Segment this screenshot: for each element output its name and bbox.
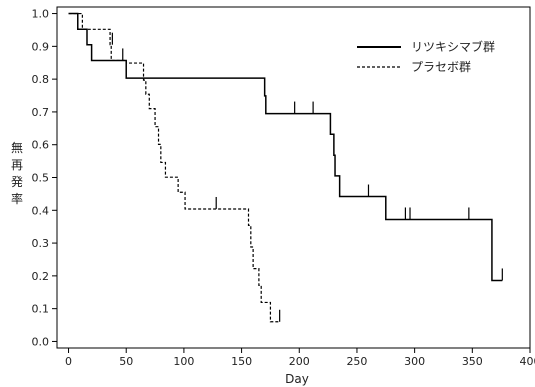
rituximab-survival-line	[68, 12, 503, 282]
x-tick-label: 200	[289, 355, 310, 368]
y-tick-label: 0.1	[32, 303, 50, 316]
y-axis-label: 無再発率	[11, 140, 23, 206]
x-tick-label: 300	[404, 355, 425, 368]
y-tick-label: 0.8	[32, 73, 50, 86]
y-tick-label: 0.9	[32, 40, 50, 53]
y-tick-label: 0.0	[32, 335, 50, 348]
y-tick-label: 1.0	[32, 8, 50, 21]
x-axis: 0 50 100 150 200 250 300 350 400	[65, 348, 535, 368]
x-tick-label: 400	[520, 355, 535, 368]
x-tick-label: 0	[65, 355, 72, 368]
y-tick-label: 0.4	[32, 204, 50, 217]
y-axis-label-char: 率	[11, 191, 23, 206]
legend: リツキシマブ群 プラセボ群	[357, 39, 495, 74]
legend-label-placebo: プラセボ群	[411, 60, 471, 74]
x-tick-label: 350	[462, 355, 483, 368]
x-tick-label: 250	[346, 355, 367, 368]
legend-label-rituximab: リツキシマブ群	[411, 39, 495, 54]
y-tick-label: 0.2	[32, 270, 50, 283]
x-tick-label: 150	[231, 355, 252, 368]
placebo-survival-line	[68, 12, 280, 323]
x-tick-label: 50	[119, 355, 133, 368]
y-axis: 0.0 0.1 0.2 0.3 0.4 0.5 0.6 0.7 0.8 0.9 1.0	[32, 8, 57, 348]
plot-frame	[56, 6, 531, 349]
y-tick-label: 0.6	[32, 139, 50, 152]
x-tick-label: 100	[173, 355, 194, 368]
y-tick-label: 0.7	[32, 106, 50, 119]
x-axis-label: Day	[285, 372, 309, 386]
y-axis-label-char: 無	[11, 140, 23, 155]
y-tick-label: 0.3	[32, 237, 50, 250]
y-tick-label: 0.5	[32, 172, 50, 185]
series-layer	[68, 12, 503, 323]
y-axis-label-char: 再	[11, 158, 23, 172]
y-axis-label-char: 発	[11, 175, 23, 189]
